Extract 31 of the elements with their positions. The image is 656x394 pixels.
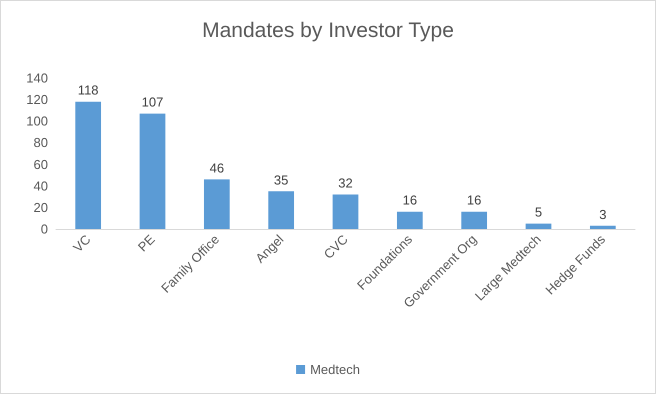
y-tick-label: 0 xyxy=(40,222,48,236)
y-tick-label: 80 xyxy=(34,135,48,150)
data-label: 5 xyxy=(534,204,542,220)
bar xyxy=(590,226,616,229)
y-tick-label: 120 xyxy=(26,92,48,108)
data-label: 16 xyxy=(466,192,482,208)
bar xyxy=(268,191,294,229)
chart-title: Mandates by Investor Type xyxy=(202,19,454,42)
data-label: 35 xyxy=(274,172,288,188)
bar xyxy=(526,224,552,229)
data-label: 3 xyxy=(599,206,606,222)
data-label: 16 xyxy=(402,192,418,208)
bar xyxy=(140,114,166,229)
data-label: 32 xyxy=(338,175,353,190)
bar xyxy=(332,194,358,229)
x-tick-label: PE xyxy=(134,231,158,255)
bar xyxy=(461,212,488,229)
data-label: 46 xyxy=(210,160,224,176)
bar xyxy=(204,179,230,229)
x-tick-label: CVC xyxy=(320,232,351,262)
data-label: 118 xyxy=(78,82,99,98)
legend-label: Medtech xyxy=(310,362,360,377)
y-tick-label: 20 xyxy=(34,200,48,215)
x-tick-label: VC xyxy=(70,232,94,256)
y-tick-label: 40 xyxy=(34,178,48,194)
data-label: 107 xyxy=(142,94,164,110)
bar xyxy=(396,212,423,229)
bar xyxy=(75,102,102,229)
y-tick-label: 100 xyxy=(26,114,48,129)
y-tick-label: 60 xyxy=(34,156,48,172)
y-tick-label: 140 xyxy=(26,70,48,86)
